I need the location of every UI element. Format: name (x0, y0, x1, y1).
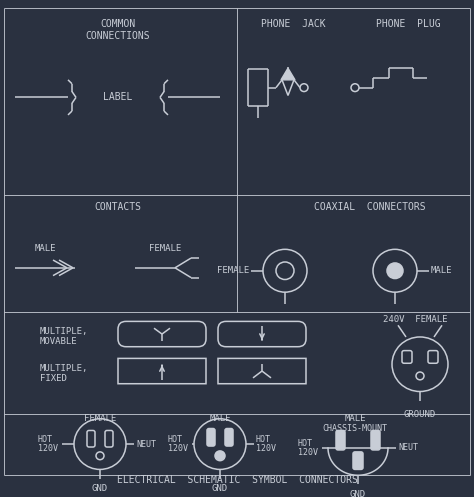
Text: COAXIAL  CONNECTORS: COAXIAL CONNECTORS (314, 202, 426, 212)
FancyBboxPatch shape (118, 322, 206, 347)
FancyBboxPatch shape (225, 428, 233, 446)
Text: FEMALE: FEMALE (149, 244, 181, 253)
Text: MALE: MALE (209, 414, 231, 423)
Text: FIXED: FIXED (40, 374, 67, 383)
Text: MOVABLE: MOVABLE (40, 337, 78, 346)
Text: 240V  FEMALE: 240V FEMALE (383, 315, 447, 324)
FancyBboxPatch shape (105, 430, 113, 447)
Text: COMMON: COMMON (100, 19, 136, 29)
FancyBboxPatch shape (87, 430, 95, 447)
Text: FEMALE: FEMALE (217, 266, 249, 275)
Text: HOT: HOT (168, 435, 183, 444)
Text: MALE: MALE (34, 244, 56, 253)
Text: MALE: MALE (431, 266, 453, 275)
Text: HOT: HOT (38, 435, 53, 444)
FancyBboxPatch shape (218, 322, 306, 347)
Text: 120V: 120V (168, 444, 188, 453)
Text: HOT: HOT (256, 435, 271, 444)
FancyBboxPatch shape (218, 358, 306, 384)
Polygon shape (281, 68, 295, 80)
Text: HOT: HOT (298, 439, 313, 448)
Text: GND: GND (212, 485, 228, 494)
Text: GND: GND (92, 485, 108, 494)
Text: LABEL: LABEL (103, 92, 133, 102)
Circle shape (387, 263, 403, 278)
Text: GND: GND (350, 490, 366, 497)
Text: PHONE  PLUG: PHONE PLUG (376, 19, 440, 29)
FancyBboxPatch shape (402, 350, 412, 363)
FancyBboxPatch shape (207, 428, 215, 446)
Text: 120V: 120V (38, 444, 58, 453)
Text: 120V: 120V (298, 448, 318, 457)
Text: 120V: 120V (256, 444, 276, 453)
Text: FEMALE: FEMALE (84, 414, 116, 423)
FancyBboxPatch shape (336, 430, 345, 450)
Text: CONNECTIONS: CONNECTIONS (86, 31, 150, 41)
FancyBboxPatch shape (118, 358, 206, 384)
Text: PHONE  JACK: PHONE JACK (261, 19, 325, 29)
Circle shape (215, 451, 225, 461)
Text: CHASSIS-MOUNT: CHASSIS-MOUNT (322, 424, 388, 433)
FancyBboxPatch shape (353, 452, 363, 470)
Text: CONTACTS: CONTACTS (94, 202, 142, 212)
Text: MALE: MALE (344, 414, 366, 423)
Text: GROUND: GROUND (404, 411, 436, 419)
Text: MULTIPLE,: MULTIPLE, (40, 327, 88, 335)
Text: ELECTRICAL  SCHEMATIC  SYMBOL  CONNECTORS: ELECTRICAL SCHEMATIC SYMBOL CONNECTORS (117, 475, 357, 485)
Text: MULTIPLE,: MULTIPLE, (40, 364, 88, 373)
Text: NEUT: NEUT (136, 440, 156, 449)
Text: NEUT: NEUT (398, 443, 418, 452)
FancyBboxPatch shape (371, 430, 380, 450)
FancyBboxPatch shape (428, 350, 438, 363)
